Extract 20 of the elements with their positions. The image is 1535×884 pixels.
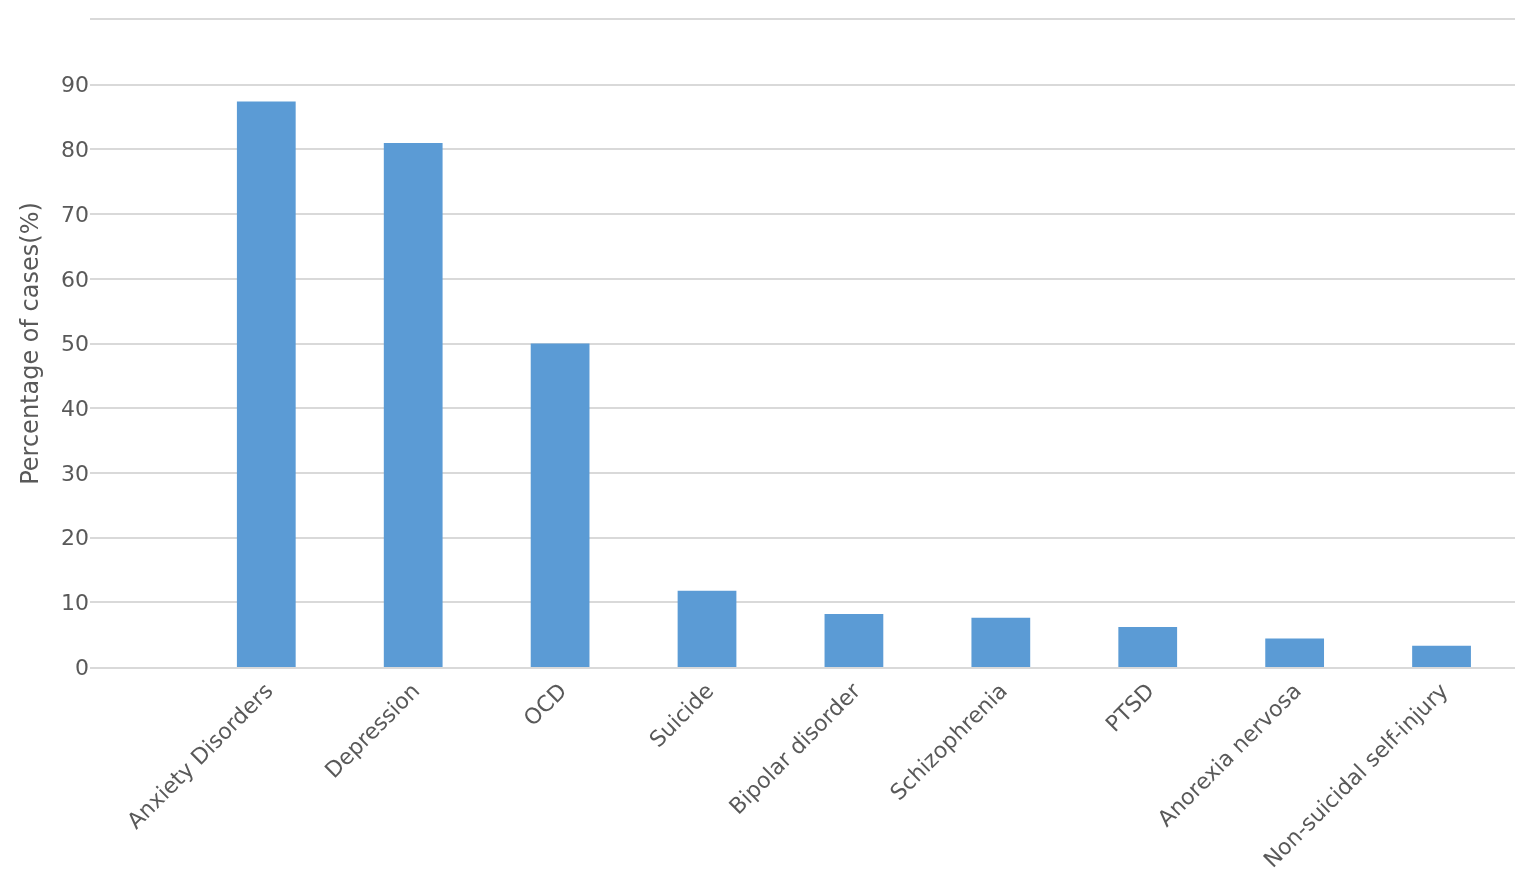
y-tick-label: 30 bbox=[61, 460, 89, 486]
y-tick-label: 90 bbox=[61, 72, 89, 98]
y-tick-label: 40 bbox=[61, 395, 89, 421]
y-tick-label: 80 bbox=[61, 137, 89, 163]
bar bbox=[1265, 638, 1325, 667]
y-tick-label: 60 bbox=[61, 266, 89, 292]
bar bbox=[824, 613, 884, 667]
y-tick-label: 10 bbox=[61, 590, 89, 615]
bar bbox=[236, 101, 296, 667]
y-tick-label: 70 bbox=[61, 201, 89, 227]
y-tick-label: 0 bbox=[75, 654, 89, 680]
bar bbox=[971, 617, 1031, 667]
bar bbox=[530, 343, 590, 667]
y-tick-label: 50 bbox=[61, 331, 89, 357]
y-tick-label: 20 bbox=[61, 525, 89, 551]
bar bbox=[383, 142, 443, 667]
bar bbox=[677, 590, 737, 667]
bar bbox=[1118, 626, 1178, 667]
bar bbox=[1412, 645, 1471, 667]
y-axis-title: Percentage of cases(%) bbox=[16, 202, 45, 485]
